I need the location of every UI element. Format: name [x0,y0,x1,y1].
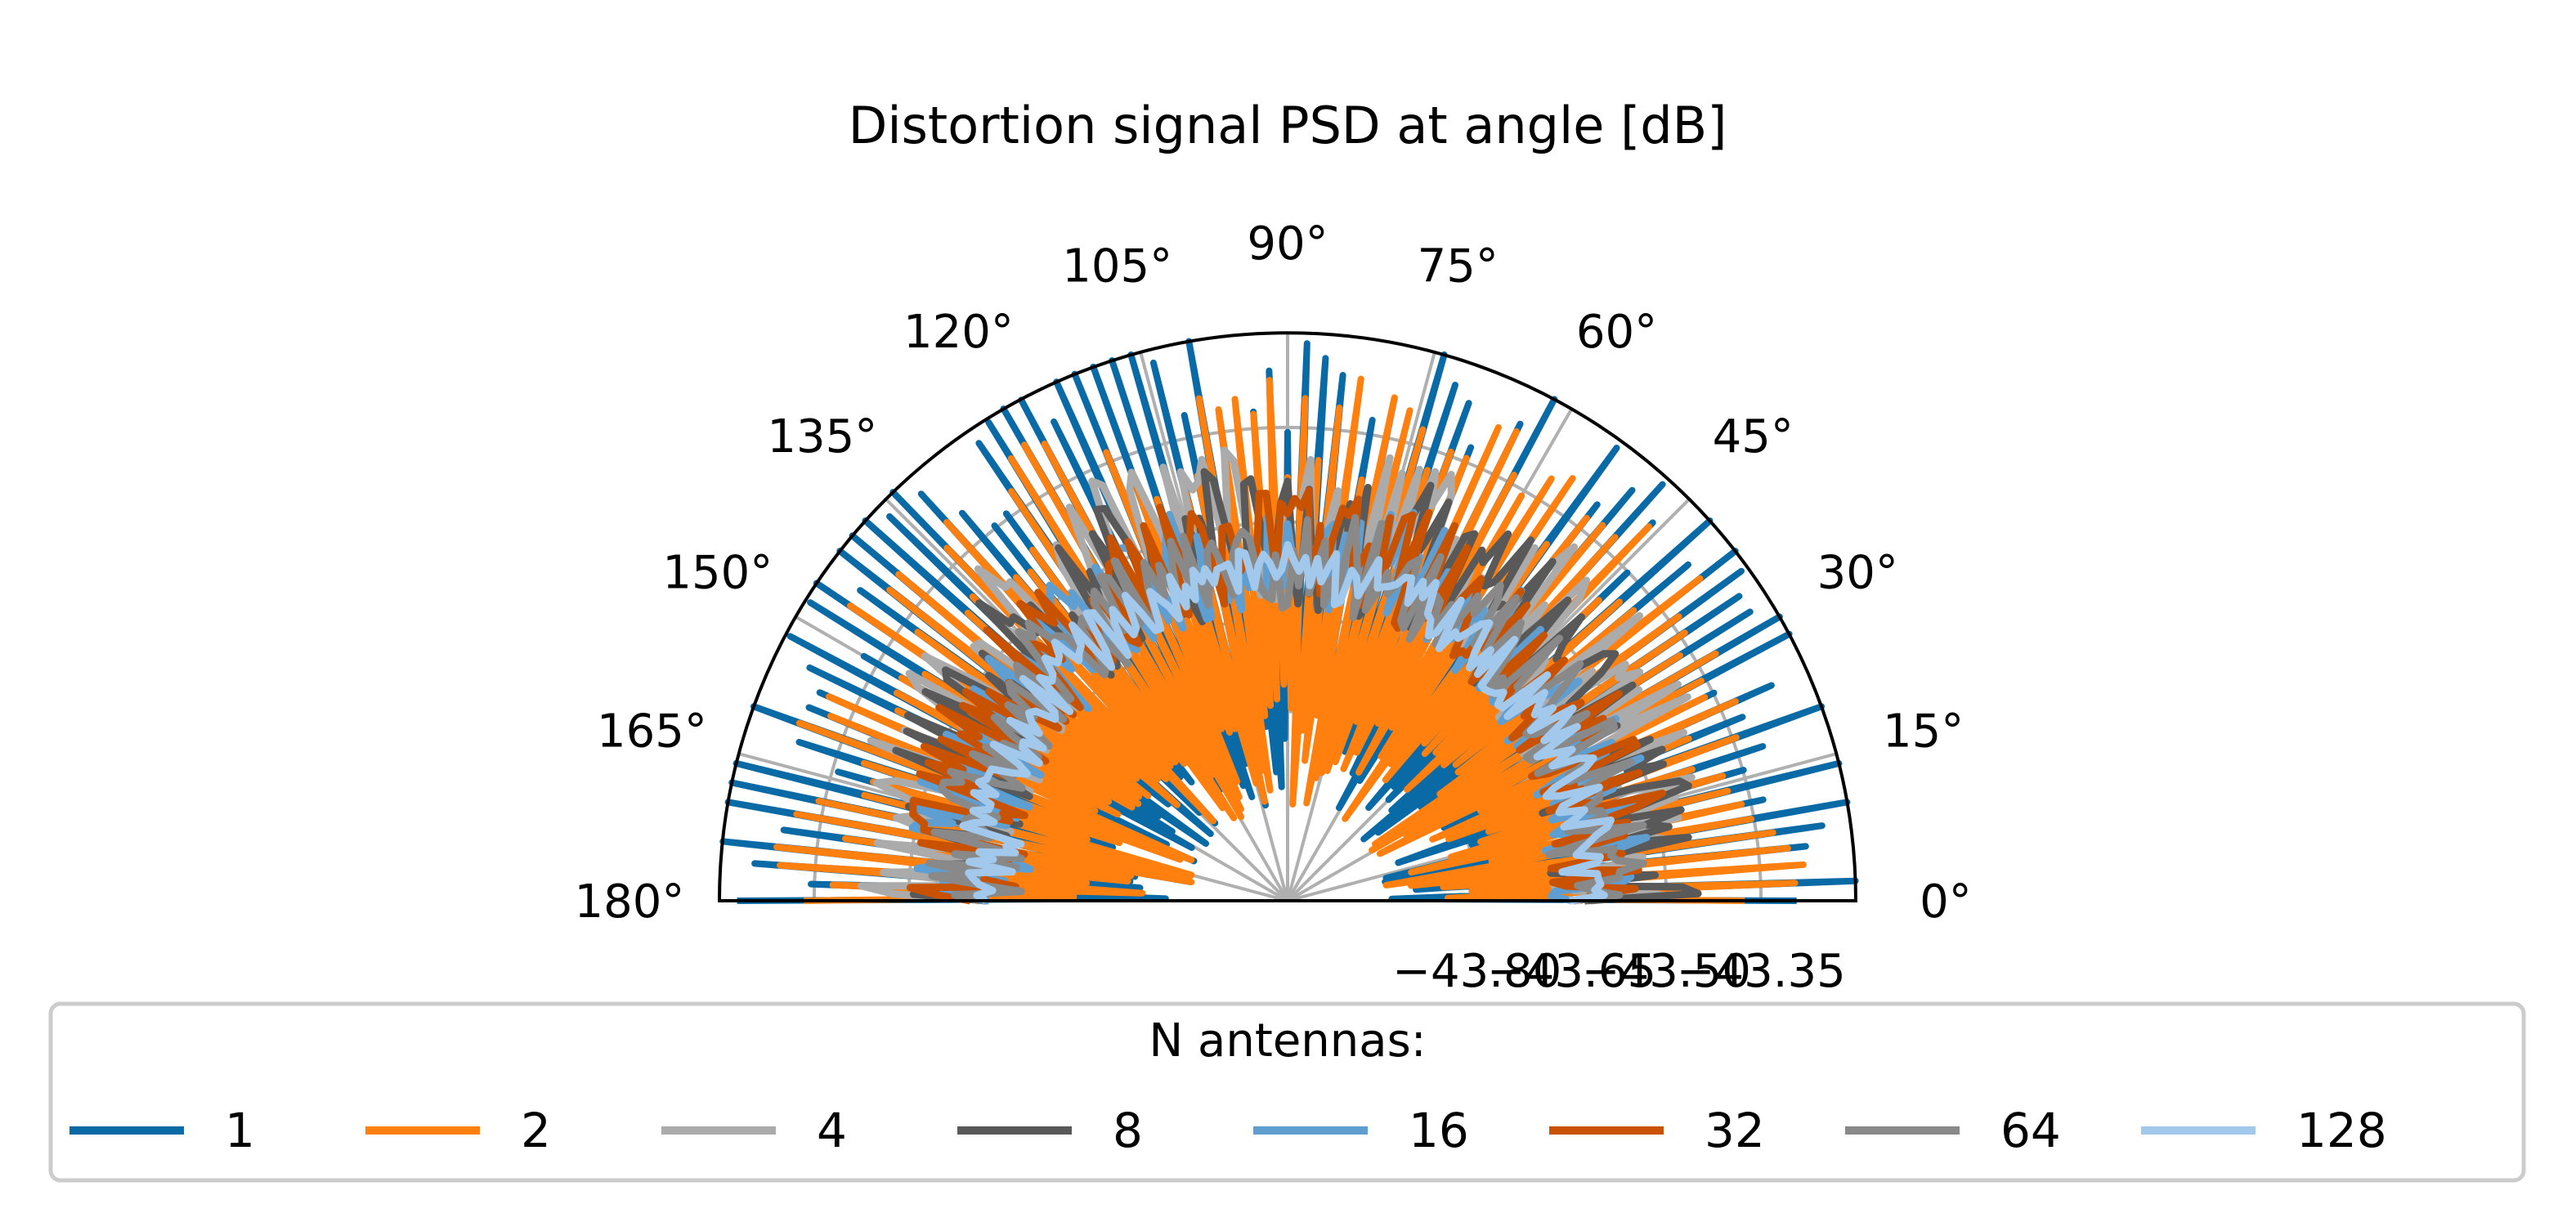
theta-tick-label-150: 150° [662,547,773,600]
polar-frame [717,331,1858,902]
theta-tick-label-60: 60° [1576,306,1657,359]
legend-label-8: 8 [1113,1103,1143,1158]
theta-tick-label-30: 30° [1817,547,1898,600]
legend-label-1: 1 [225,1103,255,1158]
legend-label-2: 2 [521,1103,551,1158]
theta-tick-label-0: 0° [1920,875,1972,929]
theta-tick-label-105: 105° [1062,239,1172,293]
theta-tick-label-90: 90° [1247,217,1328,271]
theta-tick-label-15: 15° [1883,705,1964,759]
legend-entries: 1 2 4 8 16 32 64 128 [69,1103,2387,1158]
series-line-64 [925,513,1647,905]
r-tick-label-2: −43.50 [1582,945,1751,998]
theta-tick-label-165: 165° [597,705,707,759]
legend-label-64: 64 [2000,1103,2061,1158]
theta-tick-label-180: 180° [575,875,685,929]
r-tick-label-0: −43.80 [1392,945,1561,998]
legend-title: N antennas: [1149,1014,1426,1068]
theta-tick-labels: 0° 15° 30° 45° 60° 75° 90° 105° 120° 135° 150° 165°… [575,217,1972,929]
legend-label-4: 4 [817,1103,847,1158]
series-line-2 [773,375,1807,904]
r-tick-labels: −43.80−43.65−43.50−43.35 [1392,945,1846,998]
chart-title: Distortion signal PSD at angle [dB] [849,96,1727,155]
theta-tick-label-75: 75° [1418,239,1499,293]
legend-label-128: 128 [2296,1103,2387,1158]
polar-frame-outline [717,331,1858,902]
theta-tick-label-135: 135° [767,410,877,463]
legend: N antennas: 1 2 4 8 16 32 64 128 [48,1001,2526,1183]
legend-label-32: 32 [1705,1103,1765,1158]
legend-box [48,1001,2526,1183]
theta-tick-label-120: 120° [903,306,1014,359]
r-tick-label-1: −43.65 [1487,945,1656,998]
series-line-32 [906,486,1666,905]
series-line-128 [959,540,1615,905]
legend-label-16: 16 [1409,1103,1469,1158]
r-tick-label-3: −43.35 [1677,945,1846,998]
theta-tick-label-45: 45° [1713,410,1794,463]
